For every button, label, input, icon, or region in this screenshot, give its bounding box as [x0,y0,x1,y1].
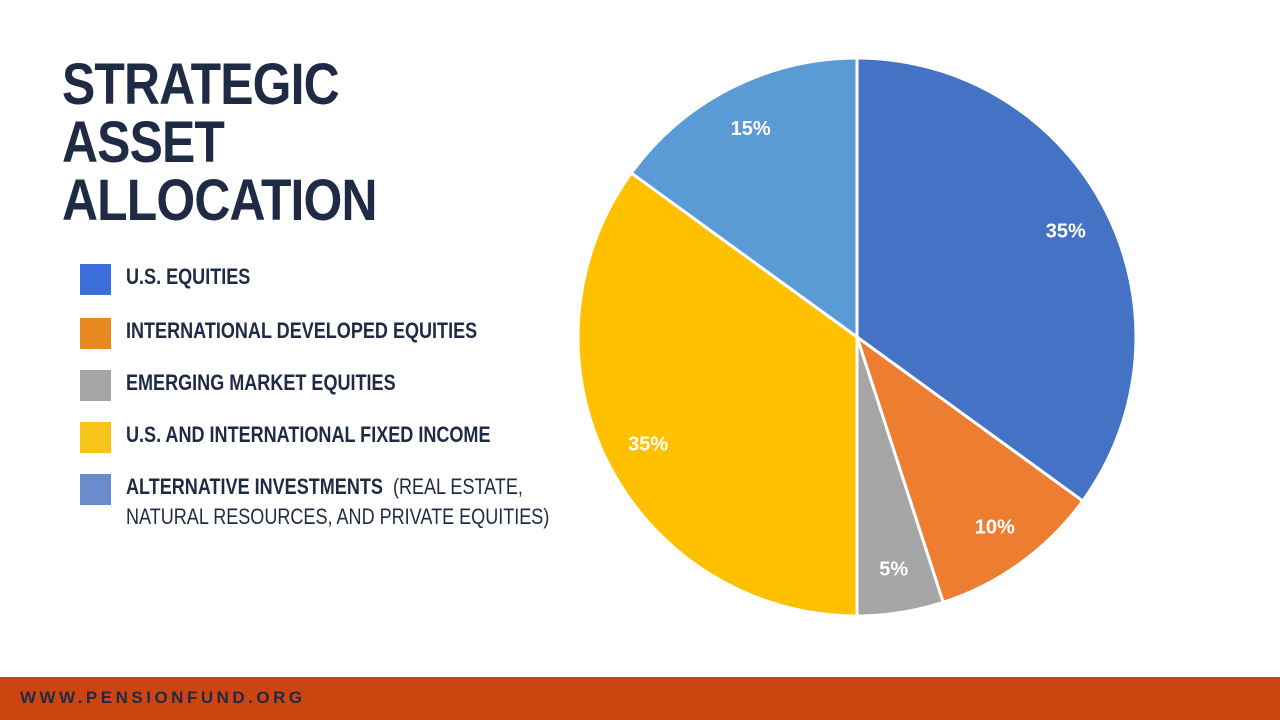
legend-item-fixed-income: U.S. AND INTERNATIONAL FIXED INCOME [80,420,571,453]
legend-swatch [80,318,111,349]
legend-label: U.S. AND INTERNATIONAL FIXED INCOME [126,422,491,447]
pie-slice-label: 35% [628,433,668,455]
legend-label: EMERGING MARKET EQUITIES [126,370,396,395]
footer-bar: WWW.PENSIONFUND.ORG [0,677,1280,720]
pie-slice-label: 15% [731,118,771,140]
pie-slice-label: 10% [975,517,1015,539]
pie-slice [576,171,859,618]
legend-item-alternative-investments: ALTERNATIVE INVESTMENTS (REAL ESTATE, NA… [80,472,642,532]
pie-chart: 35% 10% 5% 35% 15% [576,56,1138,618]
pie-slice [855,56,1138,503]
legend-swatch [80,370,111,401]
title-line-2: ALLOCATION [62,168,378,233]
pie-slice-label: 35% [1046,221,1086,243]
legend-note-line-1: (REAL ESTATE, [392,474,523,499]
legend-item-us-equities: U.S. EQUITIES [80,262,278,295]
legend-swatch [80,474,111,505]
title-line-1: STRATEGIC ASSET [62,52,340,175]
pie-slice [629,56,859,339]
legend-swatch [80,264,111,295]
footer-url: WWW.PENSIONFUND.ORG [20,688,306,707]
legend-swatch [80,422,111,453]
pie-slice-label: 5% [879,558,908,580]
slide-title: STRATEGIC ASSET ALLOCATION [62,56,458,230]
legend-item-emerging-market-equities: EMERGING MARKET EQUITIES [80,368,455,401]
legend-label: U.S. EQUITIES [126,264,251,289]
pie-slice [855,335,1085,604]
legend-item-international-developed-equities: INTERNATIONAL DEVELOPED EQUITIES [80,316,554,349]
pie-slices [576,56,1138,618]
legend-label: INTERNATIONAL DEVELOPED EQUITIES [126,318,478,343]
pie-labels: 35% 10% 5% 35% 15% [628,118,1086,580]
legend-note-line-2: NATURAL RESOURCES, AND PRIVATE EQUITIES) [126,504,550,529]
legend-label: ALTERNATIVE INVESTMENTS [126,474,383,499]
